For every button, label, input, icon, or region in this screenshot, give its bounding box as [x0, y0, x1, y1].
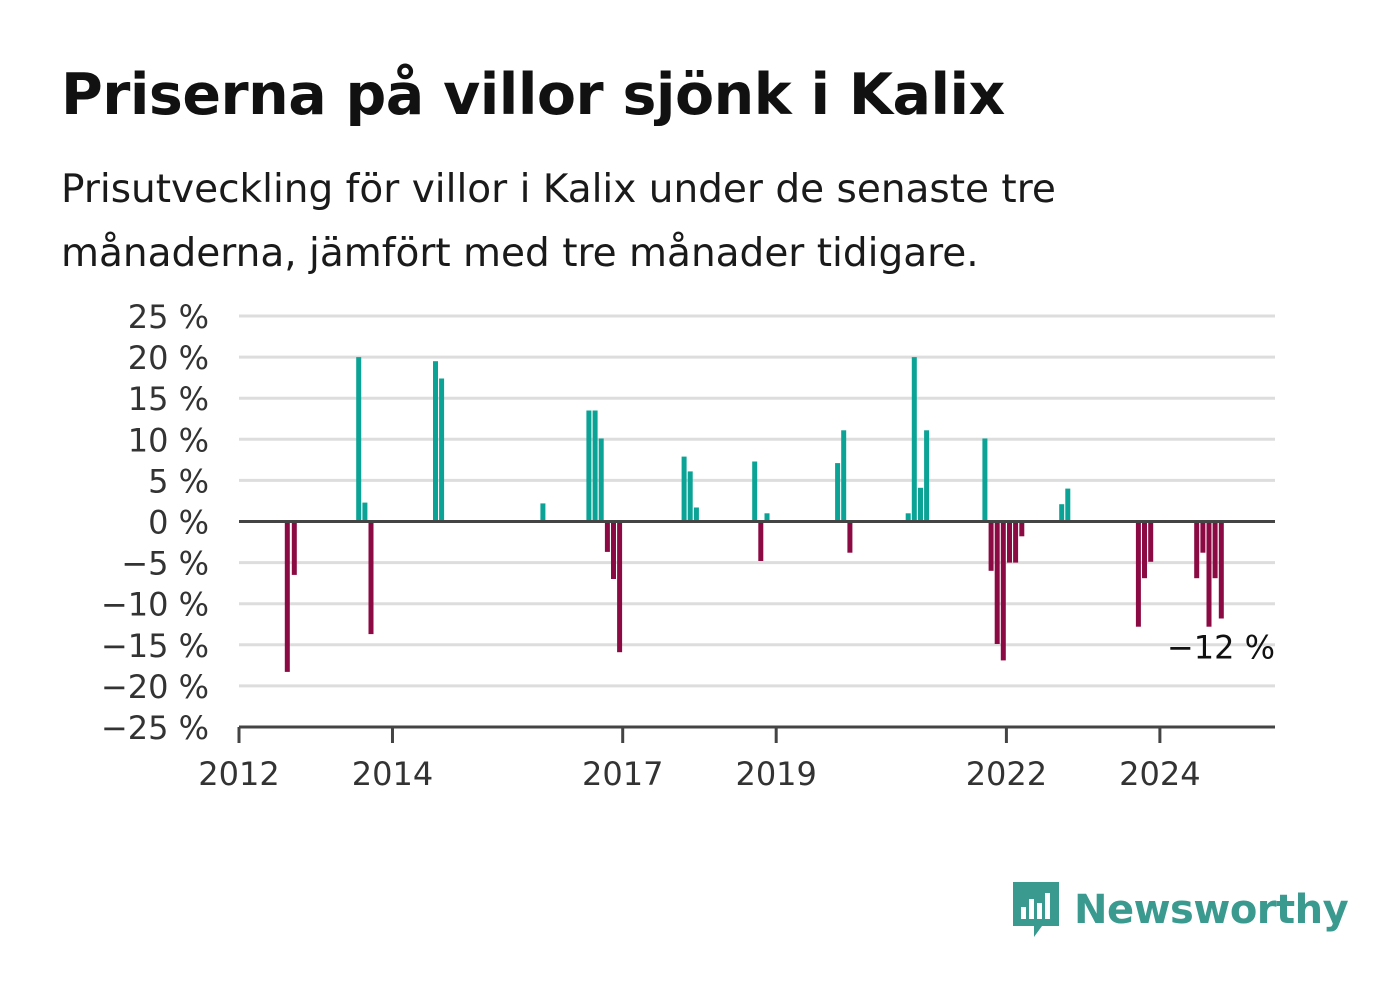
bar — [918, 487, 923, 522]
y-tick-label: 10 % — [128, 421, 209, 459]
bar — [592, 410, 598, 522]
y-tick-label: 0 % — [148, 504, 209, 542]
bar — [1059, 504, 1065, 522]
bar — [1007, 521, 1012, 563]
brand-name: Newsworthy — [1074, 887, 1349, 933]
bar — [1200, 521, 1206, 553]
bar — [291, 521, 297, 575]
y-tick-label: 20 % — [128, 339, 209, 377]
x-axis-labels: 2012 2014 2017 2019 2022 2024 — [198, 755, 1200, 793]
bar — [439, 378, 445, 522]
bar — [1142, 521, 1147, 579]
bar — [911, 357, 917, 522]
last-value-label: −12 % — [1167, 628, 1275, 666]
bar — [604, 521, 610, 552]
bar — [1206, 521, 1212, 627]
bar — [617, 521, 623, 653]
x-tick-label: 2012 — [198, 755, 279, 793]
bar — [758, 521, 764, 561]
y-tick-label: 15 % — [128, 380, 209, 418]
bar — [362, 502, 368, 522]
x-tick-label: 2017 — [582, 755, 663, 793]
chart-subtitle: Prisutveckling för villor i Kalix under … — [61, 167, 1056, 276]
bar — [982, 438, 988, 522]
bar — [284, 521, 290, 672]
bar — [598, 438, 604, 522]
bar — [1218, 521, 1224, 619]
newsworthy-logo[interactable]: Newsworthy — [1010, 878, 1349, 942]
y-tick-label: −25 % — [101, 709, 209, 747]
y-tick-label: 5 % — [148, 462, 209, 500]
y-tick-label: −20 % — [101, 668, 209, 706]
bar — [1019, 521, 1025, 537]
bar — [586, 410, 592, 522]
bar — [540, 503, 546, 522]
bar — [1135, 521, 1141, 627]
y-tick-label: −5 % — [121, 545, 209, 583]
bar — [433, 361, 438, 522]
bar — [1148, 521, 1154, 562]
y-tick-label: 25 % — [128, 298, 209, 336]
bar — [835, 463, 841, 522]
bar — [1194, 521, 1200, 579]
chart-title: Priserna på villor sjönk i Kalix — [61, 62, 1005, 128]
x-tick-label: 2024 — [1119, 755, 1200, 793]
x-tick-label: 2019 — [735, 755, 816, 793]
bar — [611, 521, 616, 579]
bar — [687, 471, 693, 522]
x-tick-label: 2022 — [966, 755, 1047, 793]
x-tick-label: 2014 — [352, 755, 433, 793]
y-tick-label: −15 % — [101, 627, 209, 665]
y-axis-labels: 25 %20 %15 %10 %5 % 0 %−5 %−10 %−15 %−20 … — [101, 298, 209, 747]
bar-chart-speech-bubble-icon — [1013, 882, 1059, 937]
bar — [752, 461, 758, 522]
bar — [847, 521, 853, 553]
bar — [994, 521, 1000, 644]
bar — [1000, 521, 1006, 661]
bar — [988, 521, 994, 571]
bar — [924, 430, 930, 522]
bar — [841, 430, 847, 522]
bar — [905, 513, 911, 522]
bars — [284, 357, 1224, 672]
bar — [764, 513, 770, 522]
bar — [681, 456, 687, 522]
y-tick-label: −10 % — [101, 586, 209, 624]
bar — [1013, 521, 1019, 563]
bar — [1212, 521, 1218, 579]
bar — [356, 357, 362, 522]
bar — [693, 507, 699, 522]
bar — [1065, 488, 1071, 522]
axes — [237, 520, 1275, 743]
bar — [368, 521, 374, 635]
